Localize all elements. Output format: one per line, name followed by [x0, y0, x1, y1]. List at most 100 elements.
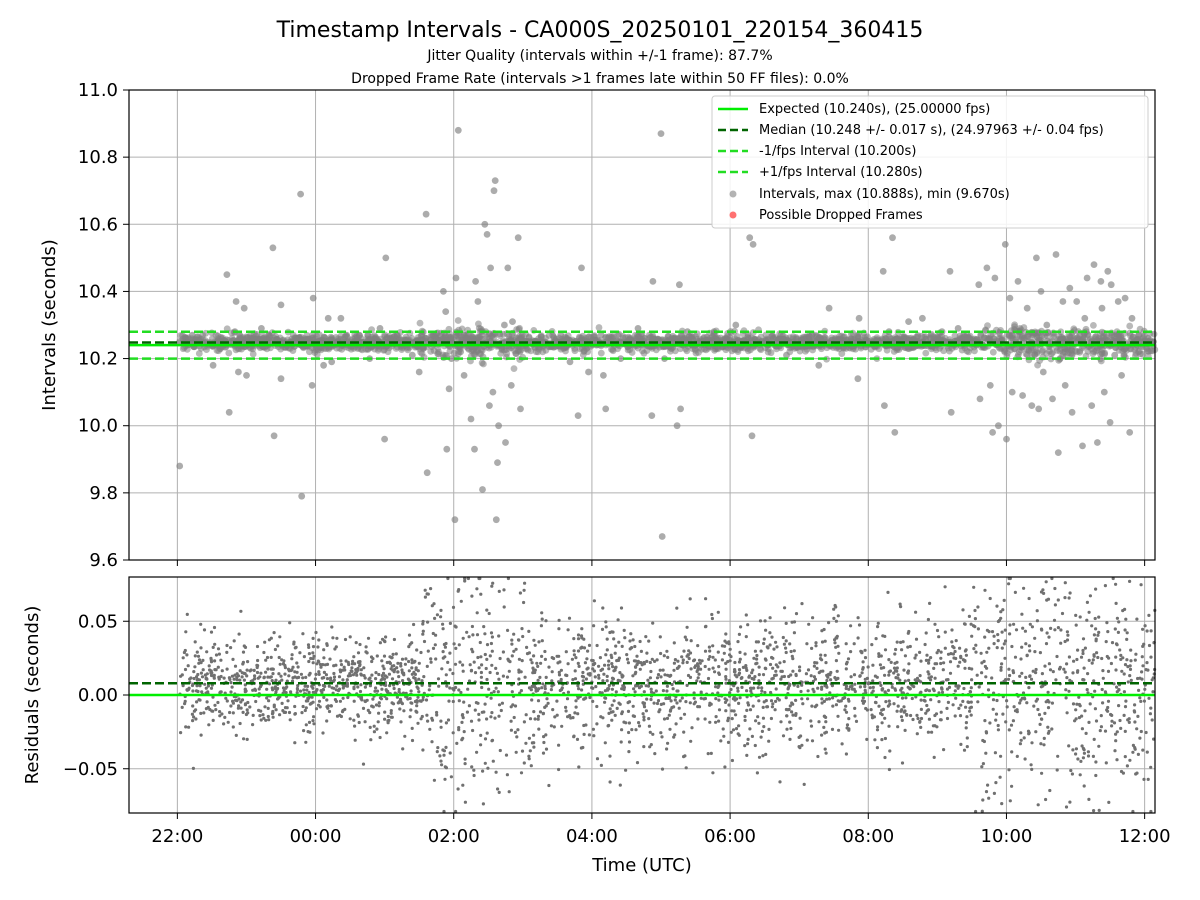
residual-point	[1013, 590, 1018, 595]
residual-point	[1009, 723, 1014, 727]
residual-point	[1139, 699, 1143, 704]
residual-point	[788, 720, 792, 724]
residual-point	[527, 736, 532, 740]
residual-point	[1106, 630, 1110, 634]
residual-point	[765, 705, 769, 709]
interval-point	[478, 359, 486, 367]
residual-point	[1125, 764, 1129, 768]
residual-point	[220, 712, 224, 716]
interval-point	[1020, 324, 1028, 331]
residual-point	[1031, 669, 1035, 673]
residual-point	[616, 618, 620, 622]
interval-outlier-point	[355, 331, 363, 339]
residual-point	[271, 688, 275, 692]
residual-point	[443, 655, 447, 659]
interval-outlier-point	[467, 415, 475, 423]
residual-point	[266, 675, 270, 679]
residual-point	[487, 611, 491, 616]
residual-point	[371, 697, 375, 701]
residual-point	[582, 646, 587, 650]
residual-point	[764, 628, 768, 632]
residual-point	[262, 716, 266, 720]
residual-point	[550, 679, 554, 683]
residual-point	[907, 678, 911, 683]
residual-point	[498, 748, 502, 753]
residual-point	[380, 674, 384, 678]
residual-point	[523, 581, 527, 585]
residual-point	[216, 665, 220, 669]
interval-point	[1112, 336, 1120, 343]
residual-point	[732, 709, 736, 713]
residual-point	[459, 690, 463, 695]
residual-point	[466, 576, 470, 581]
residual-point	[585, 657, 589, 661]
residual-point	[1038, 722, 1042, 727]
residual-point	[488, 654, 492, 658]
interval-point	[517, 347, 524, 354]
residual-point	[592, 599, 597, 603]
chart-title: Timestamp Intervals - CA000S_20250101_22…	[276, 18, 924, 43]
interval-outlier-point	[1035, 405, 1043, 413]
residual-point	[461, 736, 465, 740]
residual-point	[925, 653, 929, 657]
residual-point	[933, 622, 937, 626]
residual-point	[1122, 690, 1126, 694]
residual-point	[1114, 655, 1118, 659]
residual-point	[935, 725, 939, 729]
interval-outlier-point	[854, 375, 862, 383]
residual-point	[416, 669, 420, 673]
residual-point	[334, 663, 338, 667]
interval-outlier-point	[457, 348, 464, 356]
residual-point	[209, 630, 214, 634]
residual-point	[217, 652, 221, 656]
residual-point	[292, 642, 296, 646]
interval-point	[731, 346, 739, 353]
residual-point	[1122, 672, 1126, 676]
residual-point	[496, 690, 500, 694]
residual-point	[830, 727, 835, 732]
residual-point	[788, 704, 792, 708]
residual-point	[181, 656, 185, 660]
residual-point	[192, 670, 196, 674]
interval-outlier-point	[472, 278, 479, 285]
interval-outlier-point	[1054, 449, 1062, 456]
residual-point	[314, 672, 318, 677]
residual-point	[595, 722, 599, 726]
residual-point	[1022, 736, 1026, 740]
residual-point	[218, 710, 222, 714]
interval-outlier-point	[1090, 261, 1098, 268]
intervals-frame	[128, 89, 1156, 561]
residual-point	[888, 669, 893, 673]
residual-point	[527, 629, 531, 634]
residual-point	[900, 686, 904, 690]
residual-point	[1007, 667, 1011, 671]
residual-point	[483, 652, 487, 657]
residual-point	[1029, 677, 1034, 681]
interval-outlier-point	[240, 304, 248, 312]
interval-outlier-point	[1083, 274, 1091, 282]
residual-point	[475, 750, 479, 754]
residual-point	[435, 713, 439, 717]
residual-point	[190, 712, 194, 716]
residual-point	[203, 682, 207, 686]
residual-point	[1056, 626, 1060, 630]
residual-point	[489, 715, 493, 719]
residual-point	[243, 703, 247, 707]
residual-point	[448, 751, 452, 755]
interval-point	[840, 344, 848, 352]
residual-point	[591, 686, 595, 690]
intervals-reference-lines	[129, 330, 1155, 360]
residual-point	[1152, 737, 1156, 741]
residual-point	[338, 699, 342, 703]
residual-point	[762, 725, 766, 729]
interval-outlier-point	[1023, 304, 1031, 312]
residual-point	[754, 719, 758, 723]
residual-point	[520, 659, 524, 663]
residual-point	[499, 708, 503, 713]
interval-outlier-point	[1033, 254, 1040, 262]
residual-point	[1044, 797, 1048, 802]
residual-point	[876, 625, 880, 629]
residual-point	[623, 636, 627, 640]
interval-outlier-point	[381, 435, 388, 443]
residual-point	[485, 717, 489, 721]
